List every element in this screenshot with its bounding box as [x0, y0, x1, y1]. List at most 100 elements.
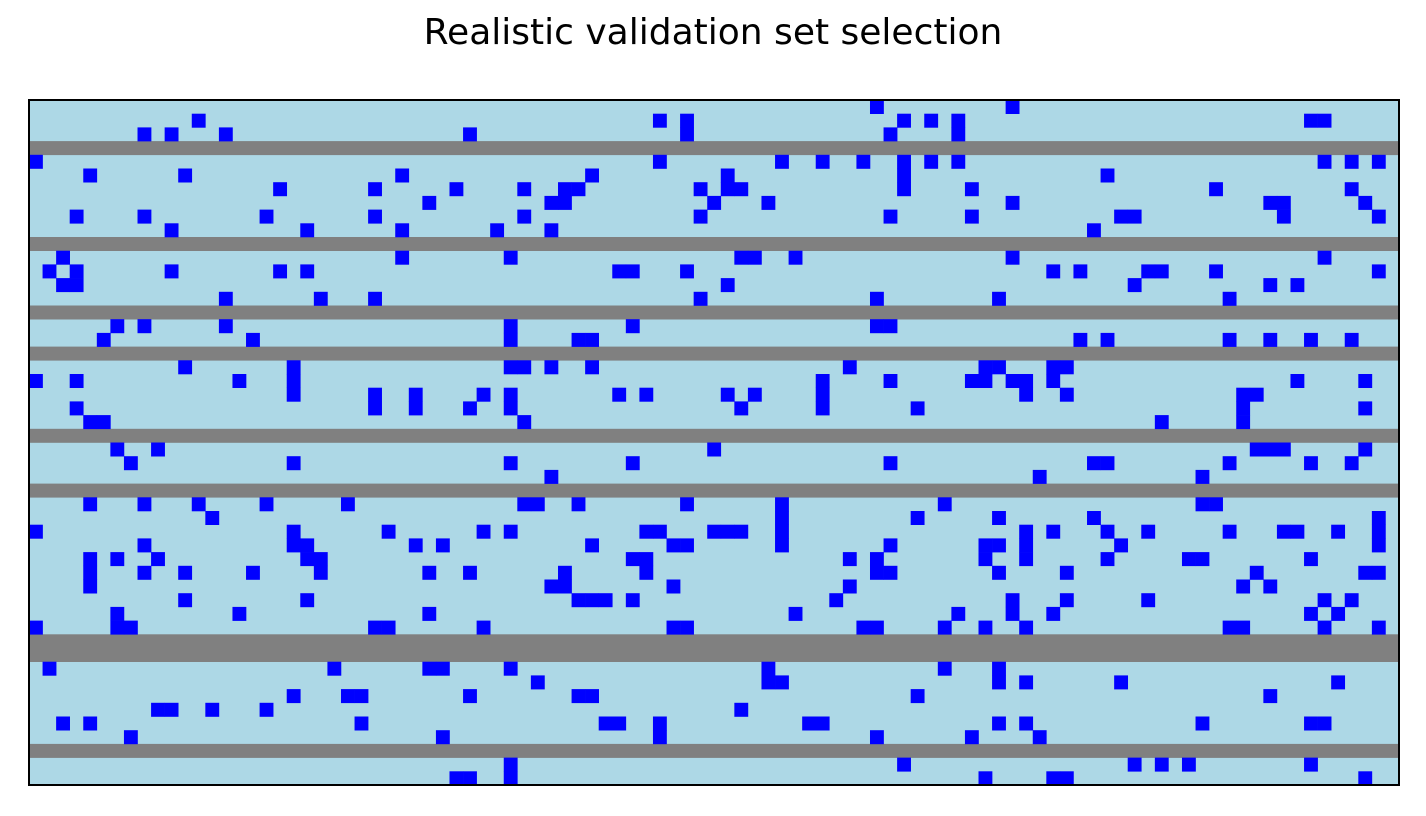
selected-cell	[883, 319, 898, 334]
selected-cell	[517, 360, 532, 375]
selected-cell	[110, 606, 125, 621]
selected-cell	[69, 264, 84, 279]
selected-cell	[463, 771, 477, 786]
selected-cell	[1087, 511, 1101, 525]
selected-cell	[1236, 415, 1251, 430]
selected-cell	[1059, 360, 1074, 375]
selected-cell	[83, 716, 98, 731]
selected-cell	[1276, 524, 1291, 539]
selected-cell	[191, 497, 206, 512]
selected-cell	[639, 565, 654, 580]
selected-cell	[29, 620, 43, 635]
selected-cell	[680, 497, 694, 512]
selected-cell	[1317, 620, 1332, 635]
selected-cell	[83, 497, 98, 512]
selected-cell	[137, 538, 152, 553]
selected-cell	[1100, 332, 1115, 347]
selected-cell	[1195, 716, 1210, 731]
plot-frame	[28, 99, 1400, 786]
selected-cell	[259, 209, 274, 224]
selected-cell	[788, 606, 803, 621]
selected-cell	[1073, 332, 1088, 347]
selected-cell	[883, 209, 898, 224]
selected-cell	[1127, 757, 1142, 772]
selected-cell	[639, 387, 654, 402]
selected-cell	[1114, 538, 1129, 553]
selected-cell	[1032, 730, 1047, 745]
selected-cell	[476, 524, 491, 539]
selected-cell	[1114, 209, 1129, 224]
selected-cell	[869, 730, 884, 745]
selected-cell	[924, 154, 939, 169]
selected-cell	[897, 757, 911, 772]
excluded-row	[29, 634, 1399, 649]
selected-cell	[585, 593, 600, 608]
selected-cell	[883, 456, 898, 471]
selected-cell	[585, 168, 600, 183]
selected-cell	[273, 264, 288, 279]
selected-cell	[1141, 593, 1156, 608]
selected-cell	[720, 278, 735, 293]
selected-cell	[1263, 689, 1278, 704]
selected-cell	[1005, 195, 1020, 210]
selected-cell	[83, 565, 98, 580]
selected-cell	[1222, 456, 1237, 471]
selected-cell	[1046, 374, 1061, 388]
selected-cell	[300, 593, 315, 608]
selected-cell	[544, 579, 559, 594]
selected-cell	[924, 113, 939, 128]
selected-cell	[1019, 716, 1034, 731]
selected-cell	[300, 264, 315, 279]
selected-cell	[1344, 154, 1359, 169]
selected-cell	[1154, 264, 1169, 279]
selected-cell	[368, 182, 382, 197]
selected-cell	[734, 524, 749, 539]
selected-cell	[1087, 223, 1101, 238]
selected-cell	[1059, 593, 1074, 608]
selected-cell	[951, 154, 966, 169]
selected-cell	[775, 524, 789, 539]
selected-cell	[1358, 195, 1373, 210]
selected-cell	[151, 552, 165, 567]
selected-cell	[978, 360, 993, 375]
selected-cell	[408, 387, 423, 402]
selected-cell	[56, 250, 70, 265]
selected-cell	[1358, 374, 1373, 388]
selected-cell	[232, 374, 247, 388]
selected-cell	[910, 401, 925, 416]
selected-cell	[1127, 278, 1142, 293]
selected-cell	[1019, 538, 1034, 553]
selected-cell	[164, 702, 179, 717]
selected-cell	[869, 565, 884, 580]
selected-cell	[1236, 387, 1251, 402]
selected-cell	[286, 524, 301, 539]
selected-cell	[1059, 771, 1074, 786]
selected-cell	[1317, 113, 1332, 128]
selected-cell	[693, 209, 708, 224]
selected-cell	[503, 524, 518, 539]
selected-cell	[300, 223, 315, 238]
selected-cell	[1209, 497, 1223, 512]
selected-cell	[408, 538, 423, 553]
selected-cell	[802, 716, 817, 731]
selected-cell	[395, 223, 410, 238]
selected-cell	[951, 127, 966, 142]
selected-cell	[720, 168, 735, 183]
selected-cell	[286, 538, 301, 553]
selected-cell	[992, 538, 1006, 553]
selected-cell	[897, 154, 911, 169]
selected-cell	[422, 661, 437, 676]
selected-cell	[530, 675, 545, 690]
selected-cell	[56, 278, 70, 293]
selected-cell	[463, 401, 477, 416]
selected-cell	[1087, 456, 1101, 471]
selected-cell	[1236, 620, 1251, 635]
selected-cell	[815, 716, 830, 731]
selected-cell	[1019, 620, 1034, 635]
selected-cell	[422, 606, 437, 621]
selected-cell	[680, 264, 694, 279]
selected-cell	[218, 291, 233, 306]
selected-cell	[286, 456, 301, 471]
selected-cell	[869, 552, 884, 567]
selected-cell	[1181, 757, 1196, 772]
